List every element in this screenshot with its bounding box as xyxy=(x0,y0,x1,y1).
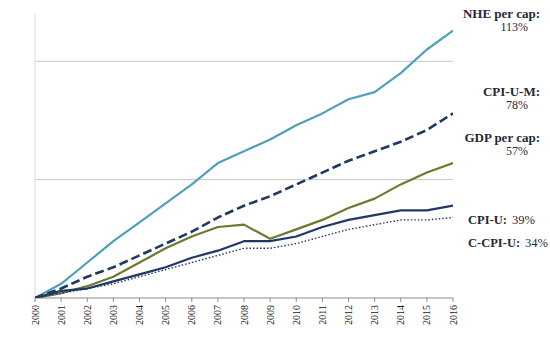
data-label: 39% xyxy=(512,213,535,227)
series-line xyxy=(35,218,453,298)
series-line xyxy=(35,206,453,298)
x-tick xyxy=(191,298,192,302)
data-label: 78% xyxy=(506,98,528,112)
x-tick-label: 2015 xyxy=(421,305,432,325)
grid-line xyxy=(35,179,453,180)
series-label-group: C-CPI-U: 34% xyxy=(468,236,548,250)
series-line xyxy=(35,163,453,298)
x-tick-label: 2011 xyxy=(317,305,328,325)
x-tick-label: 2013 xyxy=(369,305,380,325)
series-label: GDP per cap: xyxy=(464,130,540,145)
chart: 2000 2001 2002 2003 2004 2005 2006 2007 2008 2009… xyxy=(0,0,550,352)
x-tick xyxy=(87,298,88,302)
x-tick xyxy=(270,298,271,302)
x-tick-label: 2002 xyxy=(82,305,93,325)
x-tick-label: 2016 xyxy=(448,305,459,325)
series-label: NHE per cap: xyxy=(463,6,540,21)
data-label: 57% xyxy=(506,144,528,158)
data-label: 113% xyxy=(500,20,528,34)
x-tick-label: 2004 xyxy=(134,305,145,325)
series-label: CPI-U: xyxy=(468,213,507,227)
series-label: C-CPI-U: xyxy=(468,236,520,250)
grid-line xyxy=(35,61,453,62)
x-tick-label: 2003 xyxy=(108,305,119,325)
x-tick-label: 2001 xyxy=(56,305,67,325)
x-tick xyxy=(374,298,375,302)
x-tick xyxy=(35,298,36,302)
x-tick xyxy=(113,298,114,302)
x-tick xyxy=(217,298,218,302)
series-line xyxy=(35,31,453,298)
data-label: 34% xyxy=(525,236,548,250)
x-tick-label: 2009 xyxy=(265,305,276,325)
series-label-group: CPI-U: 39% xyxy=(468,213,535,227)
x-tick-label: 2006 xyxy=(186,305,197,325)
x-tick xyxy=(165,298,166,302)
x-tick xyxy=(400,298,401,302)
x-tick-label: 2014 xyxy=(395,305,406,325)
x-tick-label: 2012 xyxy=(343,305,354,325)
lines xyxy=(35,31,453,298)
x-tick xyxy=(244,298,245,302)
x-tick-label: 2008 xyxy=(239,305,250,325)
x-tick xyxy=(61,298,62,302)
x-tick-label: 2007 xyxy=(212,305,223,325)
x-tick xyxy=(322,298,323,302)
x-tick xyxy=(139,298,140,302)
x-tick xyxy=(426,298,427,302)
x-tick-label: 2000 xyxy=(30,305,41,325)
x-tick xyxy=(348,298,349,302)
x-tick-label: 2005 xyxy=(160,305,171,325)
x-tick xyxy=(296,298,297,302)
y-axis-line xyxy=(35,14,36,298)
x-tick-label: 2010 xyxy=(291,305,302,325)
series-label: CPI-U-M: xyxy=(483,84,540,99)
x-tick xyxy=(453,298,454,302)
series-line xyxy=(35,113,453,298)
